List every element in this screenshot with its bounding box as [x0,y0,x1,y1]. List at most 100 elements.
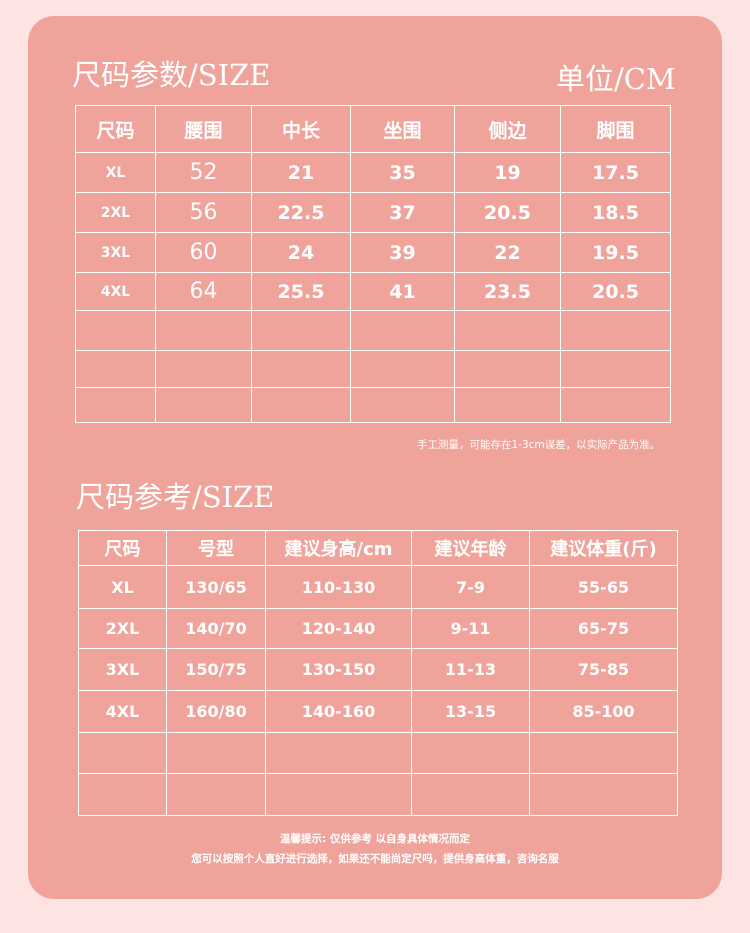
table-cell [251,350,351,388]
table-cell [411,773,530,816]
column-header: 号型 [166,530,266,566]
table-cell: 20.5 [454,192,561,233]
table-cell [75,350,156,388]
column-header: 尺码 [78,530,167,566]
table-cell [251,387,351,423]
table-row: 4XL 160/80 140-160 13-15 85-100 [78,690,678,733]
table-cell: 41 [350,272,455,311]
table-cell: 9-11 [411,608,530,649]
table-cell [350,387,455,423]
table-row: 3XL 150/75 130-150 11-13 75-85 [78,648,678,691]
table-cell: 60 [155,232,252,273]
column-header: 建议体重(斤) [529,530,678,566]
unit-label: 单位/CM [556,62,676,96]
table-row [75,350,671,388]
table-cell: 3XL [75,232,156,273]
table-cell: 65-75 [529,608,678,649]
table-cell [350,350,455,388]
size-reference-title: 尺码参考/SIZE [76,480,275,514]
size-reference-table: 尺码 号型 建议身高/cm 建议年龄 建议体重(斤) XL 130/65 110-130 7-9… [78,530,678,816]
table-cell [560,310,671,351]
table-cell [155,310,252,351]
tip-line-1: 温馨提示: 仅供参考 以自身具体情况而定 [279,833,470,845]
table-cell: 23.5 [454,272,561,311]
table-cell: 35 [350,152,455,193]
table-cell: 4XL [75,272,156,311]
table-cell [155,350,252,388]
table-cell [529,732,678,774]
table-cell [350,310,455,351]
table-cell [265,773,412,816]
table-cell [251,310,351,351]
table-cell [560,350,671,388]
table-cell: 160/80 [166,690,266,733]
table-cell [78,732,167,774]
size-params-table: 尺码 腰围 中长 坐围 侧边 脚围 XL 52 21 35 19 17.5 2XL 56 22.5 37 20.… [75,105,671,423]
table-cell: 130/65 [166,565,266,609]
table-cell: 19 [454,152,561,193]
table-cell [529,773,678,816]
table-cell: 22.5 [251,192,351,233]
column-header: 腰围 [155,105,252,153]
table-row: 4XL 64 25.5 41 23.5 20.5 [75,272,671,311]
table-row [78,732,678,774]
table-cell: 22 [454,232,561,273]
table-cell [75,310,156,351]
table-cell: 2XL [78,608,167,649]
table-row: 3XL 60 24 39 22 19.5 [75,232,671,273]
table-cell [454,387,561,423]
table-cell: 64 [155,272,252,311]
table-row [75,387,671,423]
table-cell: 4XL [78,690,167,733]
table-cell: 21 [251,152,351,193]
column-header: 尺码 [75,105,156,153]
table-cell [155,387,252,423]
table-cell: 25.5 [251,272,351,311]
table-cell: 75-85 [529,648,678,691]
column-header: 侧边 [454,105,561,153]
table-row: XL 52 21 35 19 17.5 [75,152,671,193]
column-header: 建议年龄 [411,530,530,566]
table-row [75,310,671,351]
table-cell [75,387,156,423]
table-cell: XL [78,565,167,609]
table-cell: 140/70 [166,608,266,649]
table-cell: 18.5 [560,192,671,233]
table-row: 2XL 140/70 120-140 9-11 65-75 [78,608,678,649]
column-header: 坐围 [350,105,455,153]
column-header: 脚围 [560,105,671,153]
table-cell [411,732,530,774]
table-cell [560,387,671,423]
size-params-title: 尺码参数/SIZE [72,58,271,92]
table-cell: 19.5 [560,232,671,273]
column-header: 中长 [251,105,351,153]
table-cell: 13-15 [411,690,530,733]
table-cell [166,732,266,774]
table-cell: 130-150 [265,648,412,691]
table-cell [265,732,412,774]
table-cell [78,773,167,816]
table-cell: 24 [251,232,351,273]
table-cell: 7-9 [411,565,530,609]
table-cell: 140-160 [265,690,412,733]
table-cell: 3XL [78,648,167,691]
table-cell: 39 [350,232,455,273]
table-row: 2XL 56 22.5 37 20.5 18.5 [75,192,671,233]
table-cell: 55-65 [529,565,678,609]
table-row [78,773,678,816]
table-cell: 52 [155,152,252,193]
table-cell: XL [75,152,156,193]
table-cell: 110-130 [265,565,412,609]
measure-note: 手工测量，可能存在1-3cm误差，以实际产品为准。 [417,439,661,451]
table-cell: 150/75 [166,648,266,691]
column-header: 建议身高/cm [265,530,412,566]
tip-line-2: 您可以按照个人直好进行选择，如果还不能尚定尺吗，提供身高体重，咨询名服 [191,853,559,865]
table-cell [166,773,266,816]
table-cell: 20.5 [560,272,671,311]
table-cell: 11-13 [411,648,530,691]
table-row: XL 130/65 110-130 7-9 55-65 [78,565,678,609]
table-cell: 56 [155,192,252,233]
table-cell: 120-140 [265,608,412,649]
table-cell: 17.5 [560,152,671,193]
table-cell: 37 [350,192,455,233]
